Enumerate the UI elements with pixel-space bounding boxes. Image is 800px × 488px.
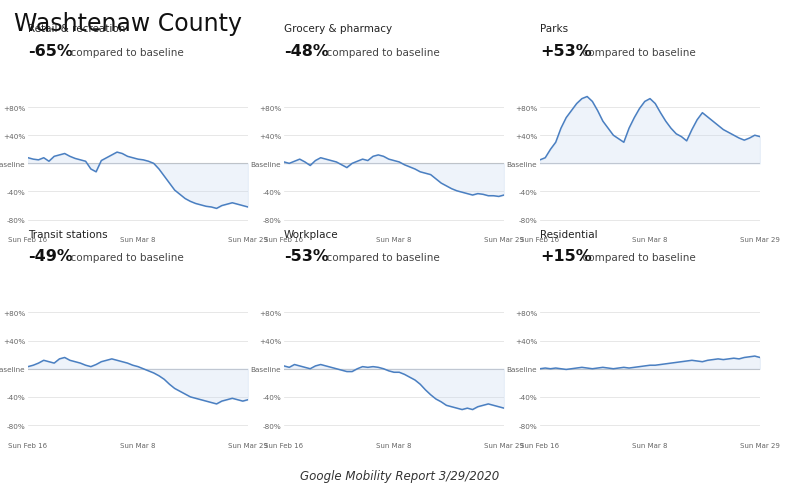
Text: +53%: +53% <box>540 43 592 59</box>
Text: -65%: -65% <box>28 43 73 59</box>
Text: compared to baseline: compared to baseline <box>576 253 696 263</box>
Text: Washtenaw County: Washtenaw County <box>14 12 242 36</box>
Text: Retail & recreation: Retail & recreation <box>28 24 126 34</box>
Text: compared to baseline: compared to baseline <box>320 48 440 58</box>
Text: -49%: -49% <box>28 248 73 264</box>
Text: compared to baseline: compared to baseline <box>64 253 184 263</box>
Text: -53%: -53% <box>284 248 329 264</box>
Text: Workplace: Workplace <box>284 229 338 239</box>
Text: +15%: +15% <box>540 248 592 264</box>
Text: compared to baseline: compared to baseline <box>576 48 696 58</box>
Text: compared to baseline: compared to baseline <box>320 253 440 263</box>
Text: Google Mobility Report 3/29/2020: Google Mobility Report 3/29/2020 <box>300 469 500 482</box>
Text: compared to baseline: compared to baseline <box>64 48 184 58</box>
Text: Transit stations: Transit stations <box>28 229 108 239</box>
Text: Residential: Residential <box>540 229 598 239</box>
Text: Grocery & pharmacy: Grocery & pharmacy <box>284 24 392 34</box>
Text: -48%: -48% <box>284 43 329 59</box>
Text: Parks: Parks <box>540 24 568 34</box>
